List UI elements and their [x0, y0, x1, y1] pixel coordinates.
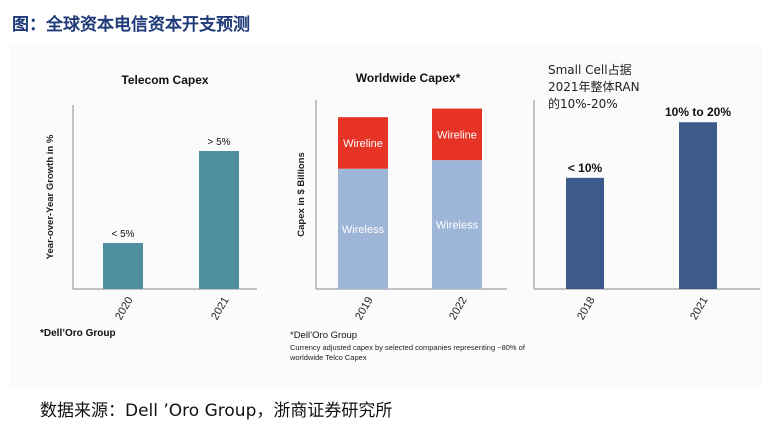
chart3-bar-2018	[566, 177, 604, 289]
chart1-tick-label: 2021	[209, 295, 232, 322]
chart1-tick-label: 2020	[113, 295, 136, 322]
chart2-segment-label: Wireline	[437, 129, 477, 141]
chart3-annotation: Small Cell占据 2021年整体RAN 的10%-20%	[548, 63, 640, 111]
chart2-note: *Dell’Oro Group	[290, 330, 358, 341]
page-title: 图：全球资本电信资本开支预测	[12, 15, 250, 35]
chart2-segment-label: Wireline	[343, 138, 383, 150]
chart2-title: Worldwide Capex*	[356, 71, 461, 85]
chart2-segment-label: Wireless	[436, 220, 479, 232]
chart3-bar-2021	[679, 122, 717, 289]
chart3-value-label: 10% to 20%	[665, 105, 731, 119]
chart1-value-label: < 5%	[111, 229, 134, 240]
chart2-tick-label: 2022	[447, 295, 470, 322]
chart1-bar-2020	[103, 243, 143, 289]
chart2-ylabel: Capex in $ Billions	[296, 152, 307, 236]
source-line: 数据来源：Dell ’Oro Group，浙商证券研究所	[40, 401, 393, 421]
chart2-bar-wireline-2019	[338, 117, 388, 169]
chart2-bar-wireline-2022	[432, 108, 482, 161]
chart2-segment-label: Wireless	[342, 224, 385, 236]
chart2-tick-label: 2019	[353, 295, 376, 322]
chart1-ylabel: Year-over-Year Growth in %	[45, 134, 56, 259]
chart1-bar-2021	[199, 151, 239, 289]
chart3-tick-label: 2021	[688, 295, 711, 322]
chart2-bar-wireless-2019	[338, 168, 388, 289]
chart3-value-label: < 10%	[568, 161, 603, 175]
chart2-footnote: Currency adjusted capex by selected comp…	[290, 343, 525, 362]
chart2-bar-wireless-2022	[432, 160, 482, 289]
chart1-note: *Dell’Oro Group	[40, 328, 116, 339]
chart3-tick-label: 2018	[575, 295, 598, 322]
chart1-value-label: > 5%	[207, 137, 230, 148]
chart1-title: Telecom Capex	[121, 73, 208, 87]
